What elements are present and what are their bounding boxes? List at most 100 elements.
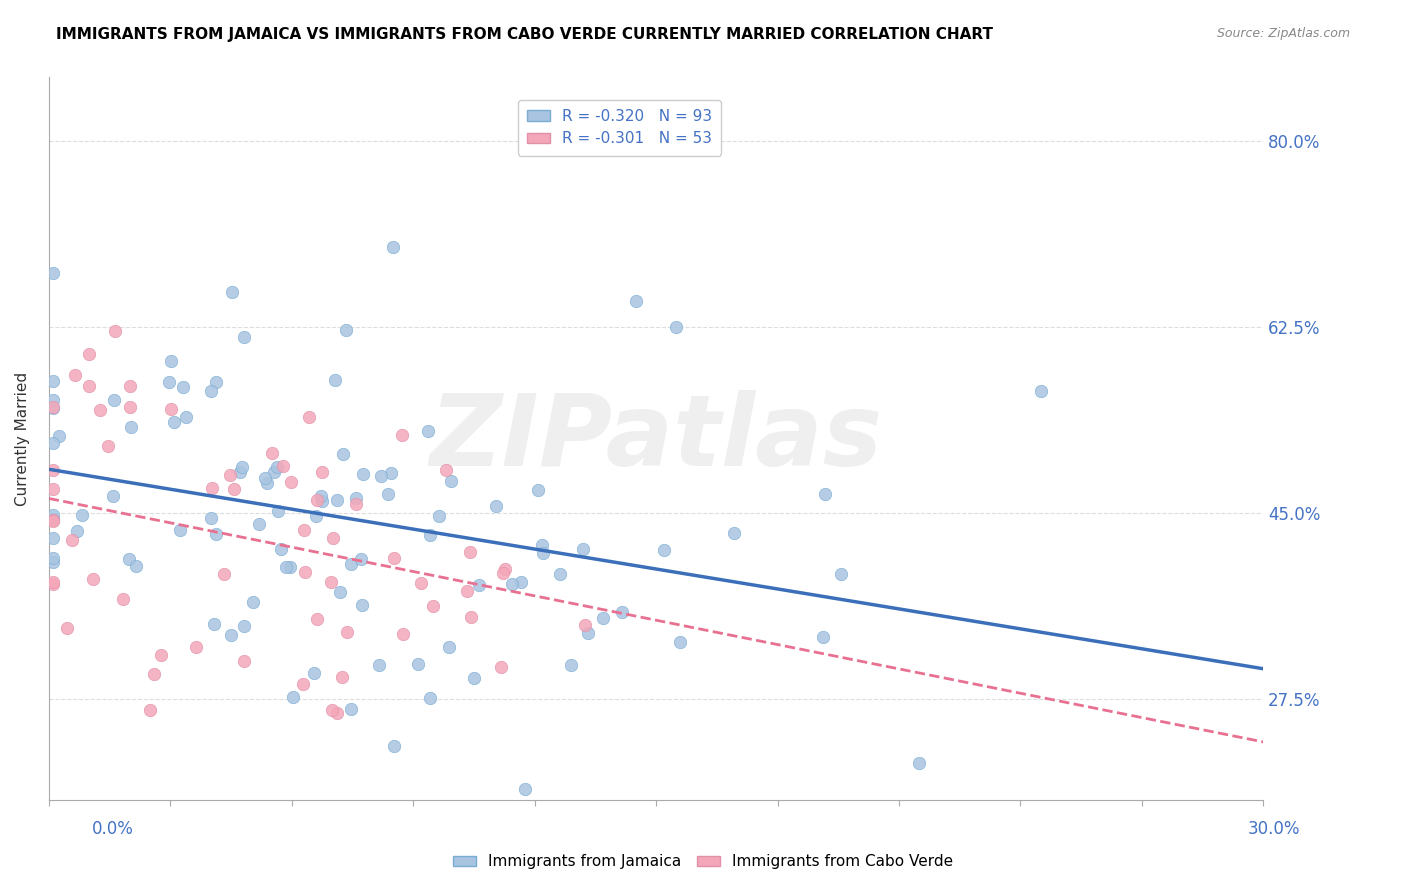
Point [418, 424, 440, 438]
Text: 0.0%: 0.0% [91, 820, 134, 838]
Point [665, 320, 688, 334]
Point [42, 512, 65, 526]
Point [280, 475, 302, 489]
Point [391, 428, 413, 442]
Point [42, 577, 65, 591]
Point [612, 605, 634, 619]
Point [377, 487, 399, 501]
Point [72, 508, 94, 522]
Point [186, 640, 208, 655]
Point [513, 782, 536, 797]
Point [229, 465, 252, 479]
Point [501, 577, 523, 591]
Point [172, 380, 194, 394]
Point [65, 368, 87, 383]
Point [319, 574, 342, 589]
Point [311, 466, 333, 480]
Legend: R = -0.320   N = 93, R = -0.301   N = 53: R = -0.320 N = 93, R = -0.301 N = 53 [517, 100, 721, 155]
Text: Source: ZipAtlas.com: Source: ZipAtlas.com [1216, 27, 1350, 40]
Point [247, 516, 270, 531]
Point [527, 483, 550, 498]
Point [326, 492, 349, 507]
Point [125, 559, 148, 574]
Point [440, 474, 463, 488]
Point [169, 523, 191, 537]
Point [494, 561, 516, 575]
Point [302, 666, 325, 681]
Point [174, 409, 197, 424]
Point [42, 400, 65, 414]
Point [89, 403, 111, 417]
Point [260, 445, 283, 459]
Point [233, 330, 256, 344]
Point [82, 572, 104, 586]
Point [652, 543, 675, 558]
Point [485, 499, 508, 513]
Point [422, 599, 444, 614]
Point [574, 618, 596, 632]
Point [350, 598, 373, 612]
Point [323, 373, 346, 387]
Point [60, 533, 83, 547]
Point [212, 567, 235, 582]
Point [624, 293, 647, 308]
Point [294, 565, 316, 579]
Point [340, 557, 363, 571]
Point [492, 566, 515, 581]
Point [42, 508, 65, 522]
Point [266, 460, 288, 475]
Point [201, 481, 224, 495]
Point [468, 578, 491, 592]
Point [42, 574, 65, 589]
Point [42, 531, 65, 545]
Point [221, 285, 243, 300]
Point [205, 527, 228, 541]
Point [321, 703, 343, 717]
Point [202, 617, 225, 632]
Point [42, 555, 65, 569]
Point [120, 419, 142, 434]
Point [305, 493, 328, 508]
Point [42, 392, 65, 407]
Point [380, 467, 402, 481]
Point [329, 585, 352, 599]
Point [344, 497, 367, 511]
Point [42, 514, 65, 528]
Point [531, 546, 554, 560]
Y-axis label: Currently Married: Currently Married [15, 372, 30, 506]
Text: IMMIGRANTS FROM JAMAICA VS IMMIGRANTS FROM CABO VERDE CURRENTLY MARRIED CORRELAT: IMMIGRANTS FROM JAMAICA VS IMMIGRANTS FR… [56, 27, 993, 42]
Point [411, 575, 433, 590]
Point [270, 541, 292, 556]
Point [42, 550, 65, 565]
Point [336, 625, 359, 640]
Point [163, 415, 186, 429]
Point [48, 429, 70, 443]
Point [427, 508, 450, 523]
Point [322, 531, 344, 545]
Point [352, 467, 374, 481]
Point [242, 595, 264, 609]
Point [548, 566, 571, 581]
Point [509, 575, 531, 590]
Point [576, 625, 599, 640]
Point [456, 584, 478, 599]
Point [491, 660, 513, 674]
Point [419, 690, 441, 705]
Point [339, 702, 361, 716]
Point [332, 447, 354, 461]
Point [118, 378, 141, 392]
Point [298, 409, 321, 424]
Point [460, 610, 482, 624]
Point [723, 526, 745, 541]
Point [139, 703, 162, 717]
Point [305, 509, 328, 524]
Point [205, 376, 228, 390]
Point [592, 611, 614, 625]
Point [97, 439, 120, 453]
Point [42, 374, 65, 388]
Point [111, 591, 134, 606]
Point [42, 266, 65, 280]
Point [419, 527, 441, 541]
Point [77, 347, 100, 361]
Point [335, 323, 357, 337]
